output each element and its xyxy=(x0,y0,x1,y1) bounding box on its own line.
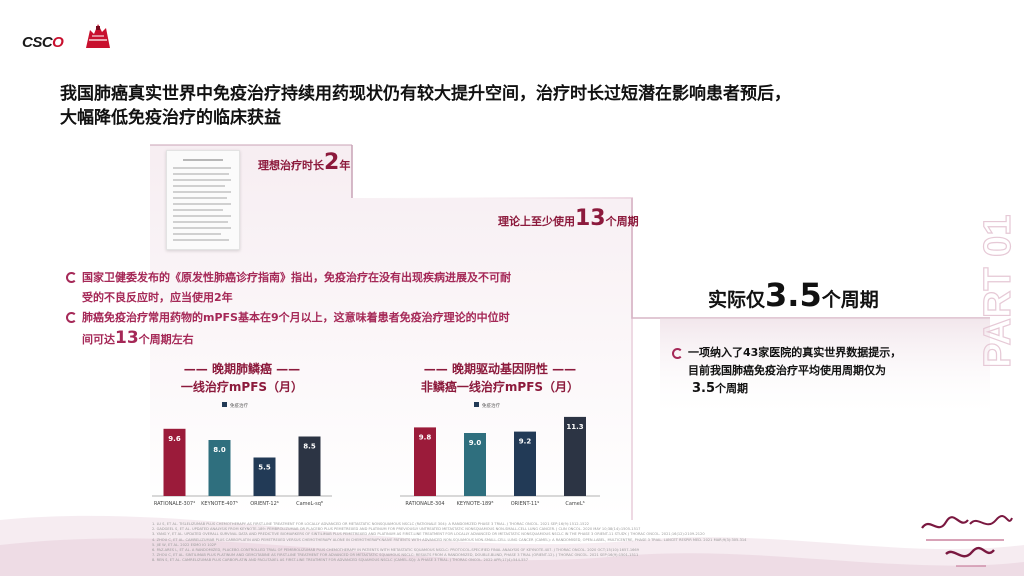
category-label: KEYNOTE-407⁵ xyxy=(201,501,238,507)
bar-value-label: 9.2 xyxy=(519,438,532,446)
legend-swatch xyxy=(222,402,227,407)
real-world-description: 一项纳入了43家医院的真实世界数据提示， 目前我国肺癌免疫治疗平均使用周期仅为 … xyxy=(672,344,976,398)
legend-label: 免疫治疗 xyxy=(482,402,500,409)
bar xyxy=(298,436,321,496)
bullet-ring-icon xyxy=(66,272,77,283)
calligraphy-signature-logo xyxy=(921,515,1013,567)
bar xyxy=(253,457,276,496)
bar-value-label: 5.5 xyxy=(258,464,271,472)
bar xyxy=(564,416,586,496)
category-label: RATIONALE-307⁴ xyxy=(154,501,195,507)
bar xyxy=(414,427,436,496)
real-world-headline: 实际仅3.5个周期 xyxy=(708,276,879,314)
part-text: PART 01 xyxy=(980,215,1019,368)
ideal-duration-label: 理想治疗时长2年 xyxy=(258,150,351,175)
csco-logo: CSCO xyxy=(22,20,112,56)
bar-value-label: 9.6 xyxy=(168,435,181,443)
bullet-ring-icon xyxy=(66,312,77,323)
category-label: KEYNOTE-189⁸ xyxy=(457,501,494,507)
great-wall-icon xyxy=(86,24,110,48)
bar-value-label: 8.0 xyxy=(213,446,226,454)
bar xyxy=(464,433,486,496)
guideline-bullet: 国家卫健委发布的《原发性肺癌诊疗指南》指出，免疫治疗在没有出现疾病进展及不可耐 … xyxy=(66,268,588,308)
chart2-title: —— 晚期驱动基因阴性 —— 非鳞癌一线治疗mPFS（月） xyxy=(420,362,580,394)
guideline-document-image xyxy=(166,150,240,250)
bar-value-label: 9.8 xyxy=(419,433,432,441)
part-label: PART 01 xyxy=(980,214,1020,369)
legend-swatch xyxy=(474,402,479,407)
chart1-title: —— 晚期肺鳞癌 —— 一线治疗mPFS（月） xyxy=(180,362,304,394)
references: 1. LU S, ET AL. TISLELIZUMAB PLUS CHEMOT… xyxy=(152,522,747,563)
theory-cycles-label: 理论上至少使用13个周期 xyxy=(498,206,639,231)
bar-value-label: 9.0 xyxy=(469,439,482,447)
bullet-ring-icon xyxy=(672,348,683,359)
logo-text: CSCO xyxy=(22,34,64,51)
category-label: CameL⁶ xyxy=(565,501,584,507)
legend-label: 免疫治疗 xyxy=(230,402,248,409)
category-label: RATIONALE-304 xyxy=(405,501,444,507)
mpfs-bullet: 肺癌免疫治疗常用药物的mPFS基本在9个月以上，这意味着患者免疫治疗理论的中位时… xyxy=(66,308,588,350)
bar-value-label: 8.5 xyxy=(303,443,316,451)
category-label: ORIENT-12⁶ xyxy=(250,501,279,507)
bar xyxy=(514,431,536,496)
bar xyxy=(163,428,186,496)
bar xyxy=(208,440,231,496)
bar-value-label: 11.3 xyxy=(566,423,583,431)
page-title: 我国肺癌真实世界中免疫治疗持续用药现状仍有较大提升空间，治疗时长过短潜在影响患者… xyxy=(60,84,791,128)
category-label: CameL-sq⁸ xyxy=(296,501,323,507)
category-label: ORIENT-11⁹ xyxy=(511,501,540,507)
